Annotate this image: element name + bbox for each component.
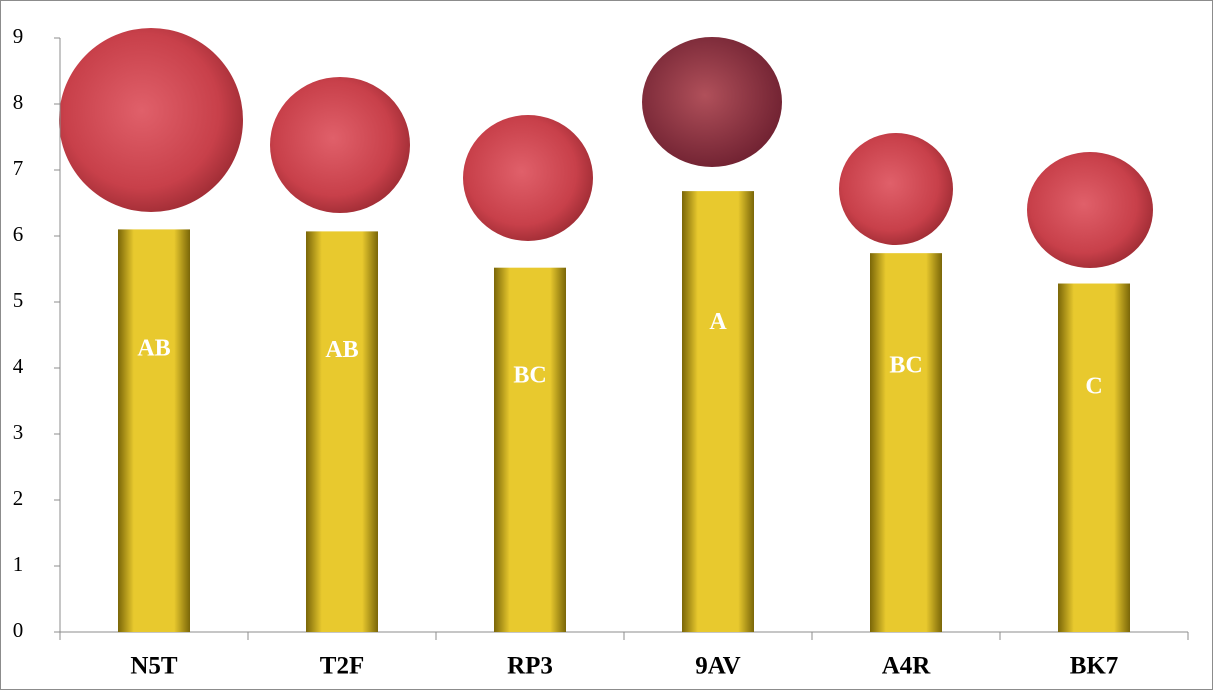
salami-images [59,28,1153,268]
bar-annotation: A [709,309,727,335]
y-tick-label: 0 [13,618,24,642]
y-tick-label: 4 [13,354,24,378]
y-tick-label: 3 [13,420,24,444]
bar [870,253,942,632]
bar-annotation: BC [889,352,922,378]
salami-image [839,133,953,245]
x-tick-label: A4R [882,653,932,680]
bar-annotation: AB [325,337,358,363]
bar [682,191,754,632]
x-tick-label: N5T [130,653,178,680]
bar-annotation: C [1085,374,1102,400]
x-tick-label: T2F [320,653,364,680]
salami-image [642,37,782,167]
y-tick-label: 5 [13,288,24,312]
bar [1058,283,1130,632]
salami-image [270,77,410,213]
bar [118,229,190,632]
y-tick-label: 9 [13,24,24,48]
x-tick-label: 9AV [695,653,740,680]
bar-annotation: BC [513,362,546,388]
y-tick-label: 2 [13,486,24,510]
bar-annotation: AB [137,336,170,362]
salami-image [1027,152,1153,268]
y-tick-label: 7 [13,156,24,180]
x-tick-label: RP3 [507,653,553,680]
salami-image [463,115,593,241]
bar [494,267,566,632]
x-tick-label: BK7 [1070,653,1119,680]
y-tick-label: 6 [13,222,24,246]
y-tick-label: 8 [13,90,24,114]
bar [306,231,378,632]
y-tick-label: 1 [13,552,24,576]
salami-image [59,28,243,212]
